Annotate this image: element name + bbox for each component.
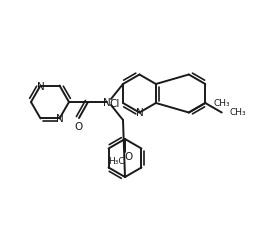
Text: Cl: Cl <box>110 99 120 109</box>
Text: N: N <box>37 81 44 91</box>
Text: CH₃: CH₃ <box>230 108 246 116</box>
Text: H₃C: H₃C <box>108 157 124 166</box>
Text: N: N <box>103 97 111 108</box>
Text: N: N <box>136 108 143 118</box>
Text: O: O <box>74 122 82 131</box>
Text: O: O <box>124 151 132 161</box>
Text: CH₃: CH₃ <box>213 98 230 107</box>
Text: N: N <box>56 114 63 124</box>
